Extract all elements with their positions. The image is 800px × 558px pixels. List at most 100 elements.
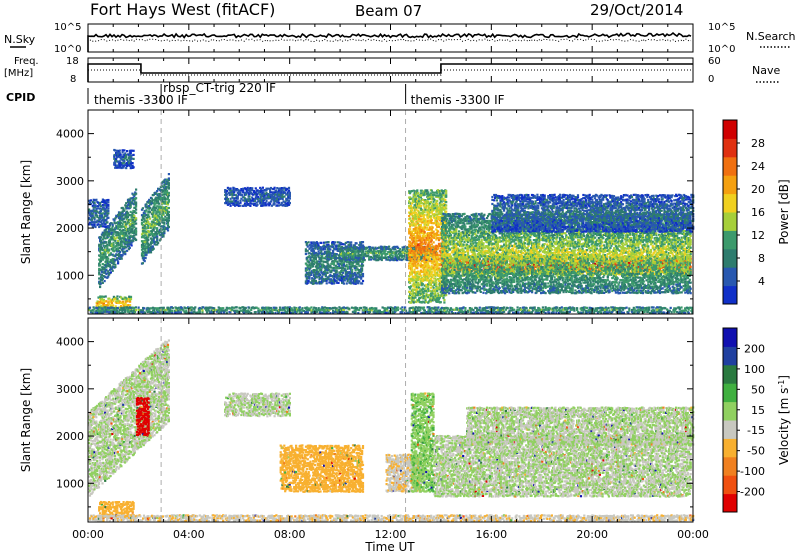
data-cell (114, 149, 116, 151)
data-cell (142, 262, 144, 264)
data-cell (362, 280, 364, 282)
data-cell (435, 284, 437, 286)
data-cell (135, 223, 137, 225)
data-cell (358, 280, 360, 282)
data-cell (353, 254, 355, 256)
data-cell (156, 237, 158, 239)
data-cell (152, 245, 154, 247)
data-cell (319, 274, 321, 276)
data-cell (289, 197, 291, 199)
data-cell (310, 274, 312, 276)
data-cell (262, 187, 264, 189)
data-cell (256, 204, 258, 206)
data-cell (113, 219, 115, 221)
data-cell (421, 260, 423, 262)
data-cell (147, 221, 149, 223)
data-cell (158, 215, 160, 217)
data-cell (237, 200, 239, 202)
station-title: Fort Hays West (fitACF) (90, 0, 275, 19)
data-cell (384, 250, 386, 252)
data-cell (116, 295, 118, 297)
data-cell (239, 202, 241, 204)
data-cell (109, 241, 111, 243)
data-cell (289, 202, 291, 204)
data-cell (133, 166, 135, 168)
data-cell (445, 201, 447, 203)
data-cell (436, 220, 438, 222)
data-cell (265, 200, 267, 202)
data-cell (107, 252, 109, 254)
data-cell (95, 208, 97, 210)
data-cell (149, 218, 151, 220)
data-cell (423, 216, 425, 218)
data-cell (431, 239, 433, 241)
beam-title: Beam 07 (355, 2, 422, 20)
data-cell (426, 226, 428, 228)
data-cell (445, 207, 447, 209)
data-cell (420, 218, 422, 220)
data-cell (343, 261, 345, 263)
data-cell (130, 206, 132, 208)
data-cell (239, 192, 241, 194)
data-cell (230, 187, 232, 189)
data-cell (335, 255, 337, 257)
data-cell (344, 268, 346, 270)
data-cell (288, 187, 290, 189)
data-cell (420, 192, 422, 194)
data-cell (249, 205, 251, 207)
data-cell (107, 217, 109, 219)
data-cell (350, 241, 352, 243)
data-cell (346, 282, 348, 284)
data-cell (362, 251, 364, 253)
data-cell (327, 272, 329, 274)
data-cell (414, 269, 416, 271)
data-cell (130, 296, 132, 298)
data-cell (163, 230, 165, 232)
data-cell (130, 152, 132, 154)
data-cell (419, 235, 421, 237)
date-title: 29/Oct/2014 (590, 1, 683, 19)
data-cell (107, 276, 109, 278)
data-cell (445, 192, 447, 194)
data-cell (351, 271, 353, 273)
data-cell (95, 205, 97, 207)
data-cell (144, 260, 146, 262)
data-cell (135, 209, 137, 211)
data-cell (168, 182, 170, 184)
data-cell (409, 228, 411, 230)
data-cell (282, 198, 284, 200)
data-cell (100, 205, 102, 207)
data-cell (135, 189, 137, 191)
data-cell (168, 219, 170, 221)
data-cell (133, 215, 135, 217)
data-cell (114, 266, 116, 268)
data-cell (168, 177, 170, 179)
data-cell (414, 297, 416, 299)
data-cell (157, 242, 159, 244)
data-cell (420, 205, 422, 207)
data-cell (163, 222, 165, 224)
data-cell (168, 199, 170, 201)
cpid-segment-1: rbsp_CT-trig 220 IF (163, 81, 276, 95)
data-cell (327, 256, 329, 258)
data-cell (420, 224, 422, 226)
data-cell (443, 301, 445, 303)
data-cell (427, 263, 429, 265)
data-cell (150, 251, 152, 253)
data-cell (129, 247, 131, 249)
data-cell (424, 231, 426, 233)
data-cell (318, 271, 320, 273)
data-cell (431, 219, 433, 221)
nave-label: Nave (752, 64, 780, 77)
data-cell (338, 265, 340, 267)
data-cell (305, 253, 307, 255)
data-cell (441, 211, 443, 213)
data-cell (116, 298, 118, 300)
data-cell (94, 226, 96, 228)
data-cell (433, 231, 435, 233)
data-cell (125, 156, 127, 158)
data-cell (313, 250, 315, 252)
data-cell (436, 200, 438, 202)
data-cell (156, 235, 158, 237)
data-cell (427, 286, 429, 288)
